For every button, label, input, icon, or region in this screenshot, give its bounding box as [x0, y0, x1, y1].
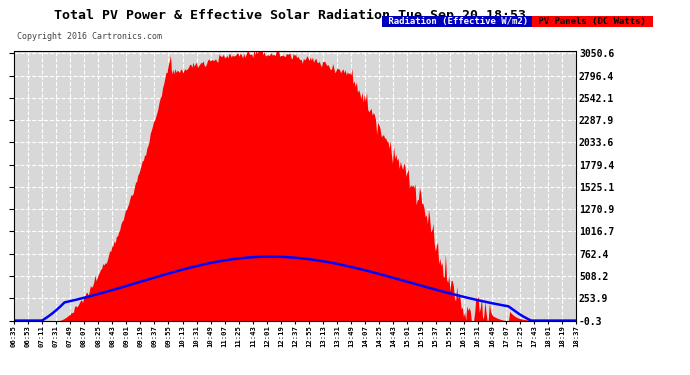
Text: Copyright 2016 Cartronics.com: Copyright 2016 Cartronics.com	[17, 32, 162, 41]
Text: PV Panels (DC Watts): PV Panels (DC Watts)	[533, 17, 651, 26]
Text: Radiation (Effective W/m2): Radiation (Effective W/m2)	[383, 17, 533, 26]
Text: Total PV Power & Effective Solar Radiation Tue Sep 20 18:53: Total PV Power & Effective Solar Radiati…	[54, 9, 526, 22]
